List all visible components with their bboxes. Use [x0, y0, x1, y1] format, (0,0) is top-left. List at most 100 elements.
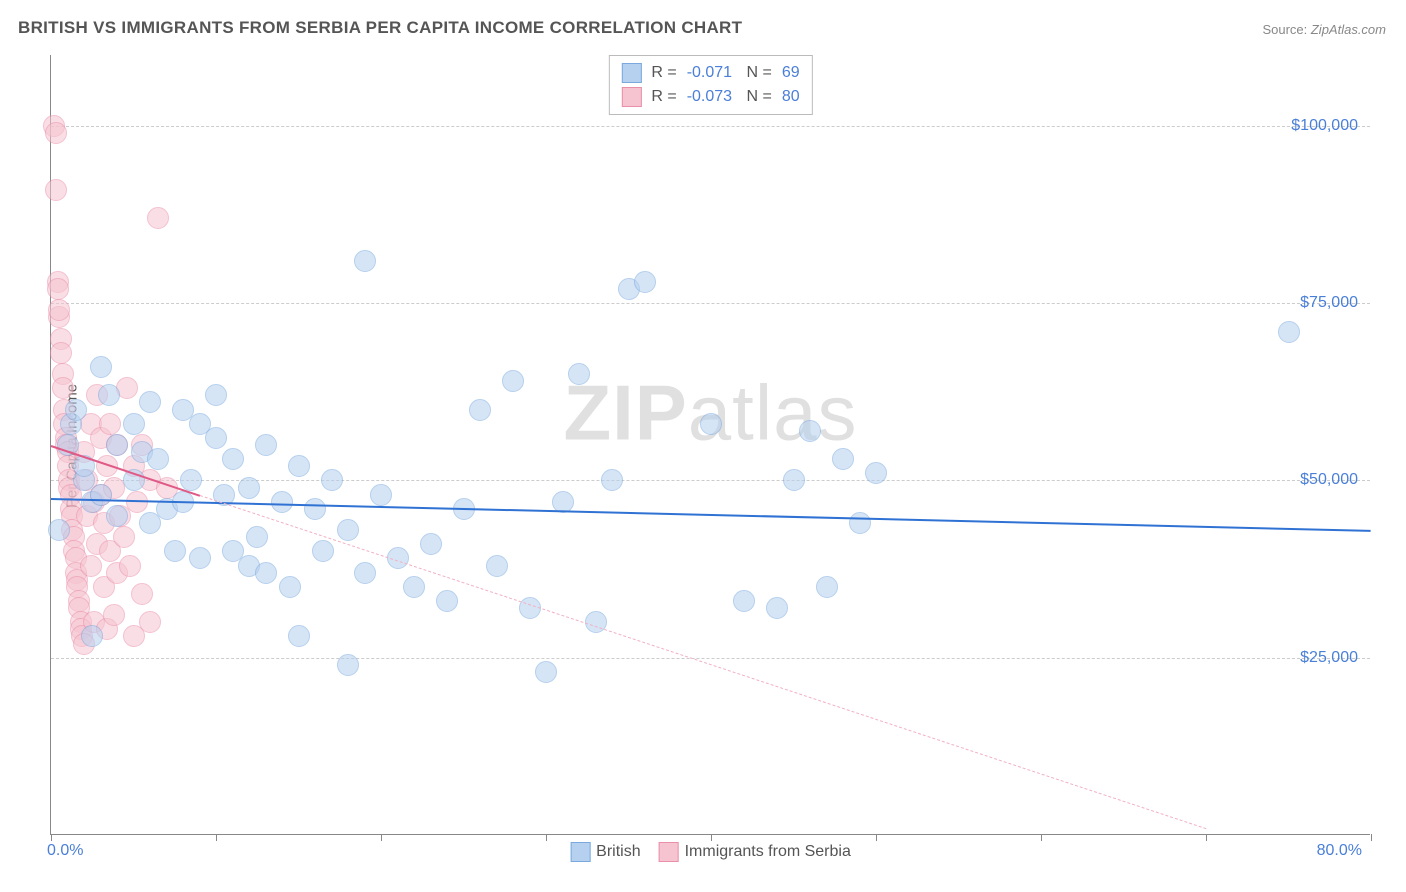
data-point: [354, 562, 376, 584]
data-point: [370, 484, 392, 506]
data-point: [164, 540, 186, 562]
data-point: [354, 250, 376, 272]
stat-r-value: -0.071: [687, 61, 732, 85]
data-point: [90, 356, 112, 378]
stat-r-label: R =: [651, 85, 676, 109]
data-point: [147, 448, 169, 470]
data-point: [205, 384, 227, 406]
data-point: [52, 377, 74, 399]
data-point: [469, 399, 491, 421]
chart-title: BRITISH VS IMMIGRANTS FROM SERBIA PER CA…: [18, 18, 742, 38]
x-tick: [1206, 834, 1207, 841]
data-point: [48, 299, 70, 321]
data-point: [601, 469, 623, 491]
data-point: [700, 413, 722, 435]
data-point: [288, 455, 310, 477]
data-point: [48, 519, 70, 541]
data-point: [535, 661, 557, 683]
gridline: [51, 126, 1370, 127]
data-point: [205, 427, 227, 449]
x-tick: [711, 834, 712, 841]
data-point: [337, 519, 359, 541]
data-point: [106, 505, 128, 527]
data-point: [1278, 321, 1300, 343]
stat-n-label: N =: [742, 61, 772, 85]
x-tick: [51, 834, 52, 841]
y-tick-label: $75,000: [1300, 294, 1358, 312]
data-point: [246, 526, 268, 548]
data-point: [139, 611, 161, 633]
data-point: [103, 604, 125, 626]
data-point: [65, 399, 87, 421]
data-point: [337, 654, 359, 676]
gridline: [51, 303, 1370, 304]
data-point: [733, 590, 755, 612]
plot-area: ZIPatlas R = -0.071 N = 69 R = -0.073 N …: [50, 55, 1370, 835]
source-prefix: Source:: [1262, 22, 1310, 37]
data-point: [288, 625, 310, 647]
y-tick-label: $50,000: [1300, 471, 1358, 489]
legend-label: Immigrants from Serbia: [685, 843, 851, 861]
y-tick-label: $100,000: [1291, 117, 1358, 135]
legend-item-british: British: [570, 842, 640, 862]
data-point: [222, 448, 244, 470]
legend-item-serbia: Immigrants from Serbia: [659, 842, 851, 862]
legend-swatch-serbia: [621, 87, 641, 107]
data-point: [189, 547, 211, 569]
legend-stats: R = -0.071 N = 69 R = -0.073 N = 80: [608, 55, 812, 115]
data-point: [519, 597, 541, 619]
legend-swatch: [659, 842, 679, 862]
stat-r-value: -0.073: [687, 85, 732, 109]
data-point: [766, 597, 788, 619]
gridline: [51, 658, 1370, 659]
legend-stats-row: R = -0.073 N = 80: [621, 85, 799, 109]
x-axis-max-label: 80.0%: [1317, 842, 1362, 860]
data-point: [139, 391, 161, 413]
data-point: [147, 207, 169, 229]
stat-n-value: 69: [782, 61, 800, 85]
data-point: [279, 576, 301, 598]
x-tick: [876, 834, 877, 841]
data-point: [80, 555, 102, 577]
trend-line: [51, 498, 1371, 532]
data-point: [255, 562, 277, 584]
data-point: [312, 540, 334, 562]
data-point: [99, 413, 121, 435]
data-point: [832, 448, 854, 470]
x-tick: [1041, 834, 1042, 841]
data-point: [799, 420, 821, 442]
data-point: [45, 122, 67, 144]
stat-n-label: N =: [742, 85, 772, 109]
x-tick: [381, 834, 382, 841]
data-point: [436, 590, 458, 612]
data-point: [238, 477, 260, 499]
data-point: [113, 526, 135, 548]
data-point: [180, 469, 202, 491]
legend-label: British: [596, 843, 640, 861]
data-point: [106, 434, 128, 456]
data-point: [865, 462, 887, 484]
data-point: [45, 179, 67, 201]
data-point: [634, 271, 656, 293]
data-point: [486, 555, 508, 577]
data-point: [81, 625, 103, 647]
data-point: [816, 576, 838, 598]
data-point: [304, 498, 326, 520]
data-point: [90, 484, 112, 506]
x-tick: [1371, 834, 1372, 841]
data-point: [502, 370, 524, 392]
data-point: [585, 611, 607, 633]
data-point: [50, 342, 72, 364]
legend-stats-row: R = -0.071 N = 69: [621, 61, 799, 85]
data-point: [403, 576, 425, 598]
legend-swatch-british: [621, 63, 641, 83]
data-point: [271, 491, 293, 513]
legend-bottom: British Immigrants from Serbia: [570, 842, 851, 862]
data-point: [255, 434, 277, 456]
data-point: [131, 583, 153, 605]
data-point: [98, 384, 120, 406]
x-tick: [546, 834, 547, 841]
data-point: [420, 533, 442, 555]
data-point: [47, 278, 69, 300]
data-point: [783, 469, 805, 491]
